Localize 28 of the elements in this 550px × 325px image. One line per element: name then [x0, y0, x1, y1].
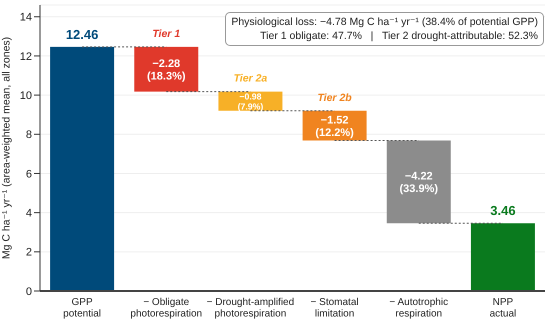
data-label: −1.52 (12.2%)	[315, 114, 354, 139]
annotation: Tier 2a	[234, 72, 268, 85]
y-tick-label: 4	[26, 208, 32, 220]
data-label: −2.28 (18.3%)	[147, 58, 186, 83]
y-axis-title: Mg C ha⁻¹ yr⁻¹ (area-weighted mean, all zones)	[0, 36, 13, 260]
y-tick-label: 12	[20, 50, 32, 63]
y-tick-label: 0	[26, 286, 32, 298]
y-tick-label: 10	[20, 90, 32, 102]
x-tick-label: NPP actual	[490, 297, 516, 320]
data-label: 12.46	[66, 26, 98, 42]
y-tick-label: 14	[20, 12, 32, 24]
x-tick-label: − Drought-amplified photorespiration	[206, 297, 294, 320]
x-tick-label: − Autotrophic respiration	[389, 297, 448, 320]
bar	[386, 140, 451, 224]
bar	[470, 223, 535, 291]
x-tick-label: GPP potential	[63, 297, 101, 320]
y-tick-label: 8	[26, 129, 32, 142]
annotation: Tier 1	[152, 28, 180, 40]
data-label: −4.22 (33.9%)	[400, 170, 438, 196]
data-label: −0.98 (7.9%)	[238, 91, 264, 112]
annotation: Tier 2b	[317, 92, 352, 104]
data-label: 3.46	[490, 203, 516, 218]
annotation: Physiological loss: −4.78 Mg C ha⁻¹ yr⁻¹ (38.4% of potential GPP) Tier 1 obligate: 47.7% | Tier 2 drought-attributable: 52.3%	[225, 12, 544, 46]
y-tick-label: 2	[26, 246, 32, 259]
bar	[50, 46, 114, 291]
x-tick-label: − Stomatal limitation	[310, 297, 359, 320]
y-tick-label: 6	[26, 168, 32, 180]
x-tick-label: − Obligate photorespiration	[130, 297, 202, 320]
